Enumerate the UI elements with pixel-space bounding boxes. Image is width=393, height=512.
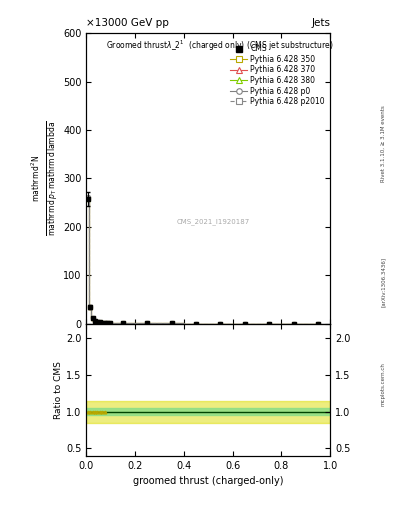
Text: CMS_2021_I1920187: CMS_2021_I1920187 (176, 219, 250, 225)
Text: Groomed thrust$\lambda\_2^1$  (charged only) (CMS jet substructure): Groomed thrust$\lambda\_2^1$ (charged on… (106, 39, 334, 53)
Text: [arXiv:1306.3436]: [arXiv:1306.3436] (381, 257, 386, 307)
Y-axis label: $\mathrm{mathrm\,d}^2\mathrm{N}$
$\overline{\mathrm{mathrm\,d\,}p_\mathrm{T}\,\m: $\mathrm{mathrm\,d}^2\mathrm{N}$ $\overl… (29, 121, 60, 237)
Bar (86, 409, 330, 415)
Legend: CMS, Pythia 6.428 350, Pythia 6.428 370, Pythia 6.428 380, Pythia 6.428 p0, Pyth: CMS, Pythia 6.428 350, Pythia 6.428 370,… (229, 43, 326, 108)
Text: Jets: Jets (311, 18, 330, 28)
Bar (86, 401, 330, 423)
Y-axis label: Ratio to CMS: Ratio to CMS (55, 361, 63, 419)
Text: ×13000 GeV pp: ×13000 GeV pp (86, 18, 169, 28)
Text: mcplots.cern.ch: mcplots.cern.ch (381, 362, 386, 406)
X-axis label: groomed thrust (charged-only): groomed thrust (charged-only) (133, 476, 283, 486)
Text: Rivet 3.1.10, ≥ 3.1M events: Rivet 3.1.10, ≥ 3.1M events (381, 105, 386, 182)
